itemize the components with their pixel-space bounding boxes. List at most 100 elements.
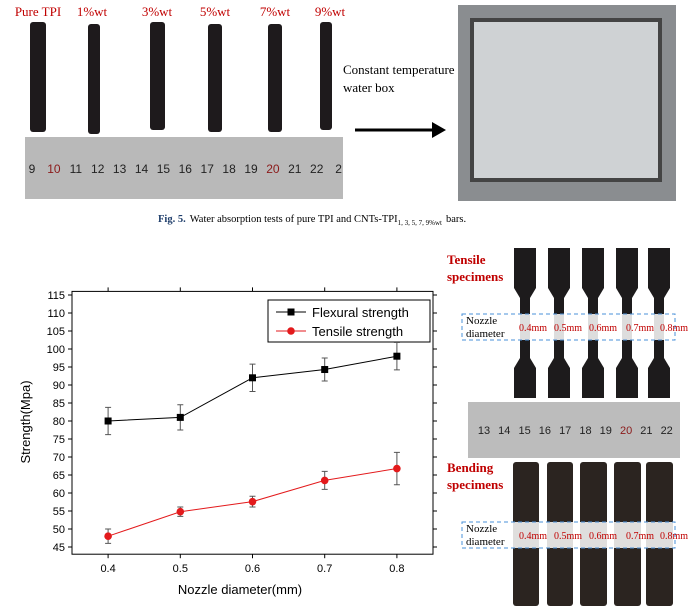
sample-bars: [30, 22, 332, 134]
y-tick-label: 55: [53, 506, 65, 518]
y-tick-label: 50: [53, 524, 65, 536]
marker: [393, 464, 401, 473]
nozzle-label: diameter: [466, 536, 505, 548]
nozzle-box: [461, 313, 676, 341]
size-label: 0.8mm: [660, 323, 688, 334]
ruler-label: 20: [266, 162, 280, 176]
nozzle-label: diameter: [466, 328, 505, 340]
bending-title: Bending: [447, 460, 494, 475]
box-label: water box: [343, 80, 395, 95]
ruler-photo: [468, 402, 680, 458]
ruler-label: 16: [179, 162, 193, 176]
size-label: 0.6mm: [589, 531, 617, 542]
ruler-label: 11: [70, 162, 83, 176]
legend: [267, 299, 431, 343]
caption-text: Water absorption tests of pure TPI and C…: [190, 214, 398, 225]
x-tick-label: 0.6: [245, 563, 260, 575]
y-tick-label: 110: [47, 308, 65, 320]
sample-label: 3%wt: [142, 4, 173, 19]
marker: [321, 366, 329, 374]
samples-photo: [25, 20, 343, 138]
ruler-label: 19: [244, 162, 258, 176]
y-tick-label: 105: [47, 326, 65, 338]
ruler-label: 2: [335, 162, 342, 176]
ruler-label: 12: [91, 162, 105, 176]
nozzle-label: Nozzle: [466, 523, 497, 535]
ruler-label: 14: [498, 425, 510, 437]
ruler-label: 10: [47, 162, 61, 176]
ruler-label: 15: [157, 162, 171, 176]
ruler-label: 22: [661, 425, 673, 437]
x-tick-label: 0.7: [317, 563, 332, 575]
ruler-label: 15: [518, 425, 530, 437]
ruler-label: 22: [310, 162, 324, 176]
size-label: 0.4mm: [519, 531, 547, 542]
ruler-label: 16: [539, 425, 551, 437]
water-box-inner: [470, 18, 662, 182]
ruler-label: 13: [478, 425, 490, 437]
y-tick-label: 65: [53, 470, 65, 482]
size-label: 0.5mm: [554, 531, 582, 542]
ruler-label: 17: [559, 425, 571, 437]
box-label: Constant temperature: [343, 62, 455, 77]
y-tick-label: 95: [53, 362, 65, 374]
y-tick-label: 75: [53, 434, 65, 446]
ruler-label: 17: [201, 162, 215, 176]
y-tick-label: 100: [47, 344, 65, 356]
ruler-label: 9: [29, 162, 36, 176]
ruler-label: 21: [640, 425, 652, 437]
sample-label: 7%wt: [260, 4, 291, 19]
arrow-head: [432, 122, 446, 138]
caption-end: bars.: [446, 214, 466, 225]
ruler-label: 19: [600, 425, 612, 437]
caption-label: Fig. 5.: [158, 214, 186, 225]
x-tick-label: 0.4: [100, 563, 115, 575]
size-label: 0.7mm: [626, 531, 654, 542]
size-label: 0.6mm: [589, 323, 617, 334]
ruler-label: 13: [113, 162, 127, 176]
size-label: 0.4mm: [519, 323, 547, 334]
marker: [104, 417, 112, 425]
y-tick-label: 60: [53, 488, 65, 500]
legend-marker: [287, 308, 295, 316]
marker: [249, 374, 256, 382]
ruler-label: 18: [579, 425, 591, 437]
sample-label: 5%wt: [200, 4, 231, 19]
marker: [320, 476, 329, 485]
tensile-title: Tensile: [447, 252, 486, 267]
y-tick-label: 45: [53, 542, 65, 554]
ruler-label: 20: [620, 425, 632, 437]
nozzle-box: [461, 521, 676, 549]
y-tick-label: 115: [47, 290, 65, 302]
ruler-label: 18: [222, 162, 236, 176]
sample-label: Pure TPI: [15, 4, 61, 19]
ruler-label: 14: [135, 162, 149, 176]
size-label: 0.8mm: [660, 531, 688, 542]
marker: [176, 507, 185, 516]
ruler-label: 21: [288, 162, 302, 176]
nozzle-label: Nozzle: [466, 315, 497, 327]
y-tick-label: 70: [53, 452, 65, 464]
sample-label: 1%wt: [77, 4, 108, 19]
tensile-title: specimens: [447, 269, 503, 284]
x-tick-label: 0.5: [173, 563, 188, 575]
marker: [393, 352, 401, 360]
marker: [176, 413, 184, 421]
y-axis-label: Strength(Mpa): [18, 380, 33, 463]
size-label: 0.7mm: [626, 323, 654, 334]
caption-subscript: 1, 3, 5, 7, 9%wt: [398, 219, 442, 227]
marker: [248, 497, 257, 506]
caption: Fig. 5. Water absorption tests of pure TP…: [158, 214, 466, 227]
y-tick-label: 80: [53, 416, 65, 428]
ruler-photo: [25, 137, 343, 199]
x-axis-label: Nozzle diameter(mm): [178, 582, 302, 597]
legend-label: Flexural strength: [312, 305, 409, 320]
legend-marker: [287, 327, 295, 335]
x-tick-label: 0.8: [389, 563, 404, 575]
y-tick-label: 85: [53, 398, 65, 410]
bending-title: specimens: [447, 477, 503, 492]
sample-label: 9%wt: [315, 4, 346, 19]
marker: [104, 532, 112, 540]
legend-label: Tensile strength: [312, 324, 403, 339]
